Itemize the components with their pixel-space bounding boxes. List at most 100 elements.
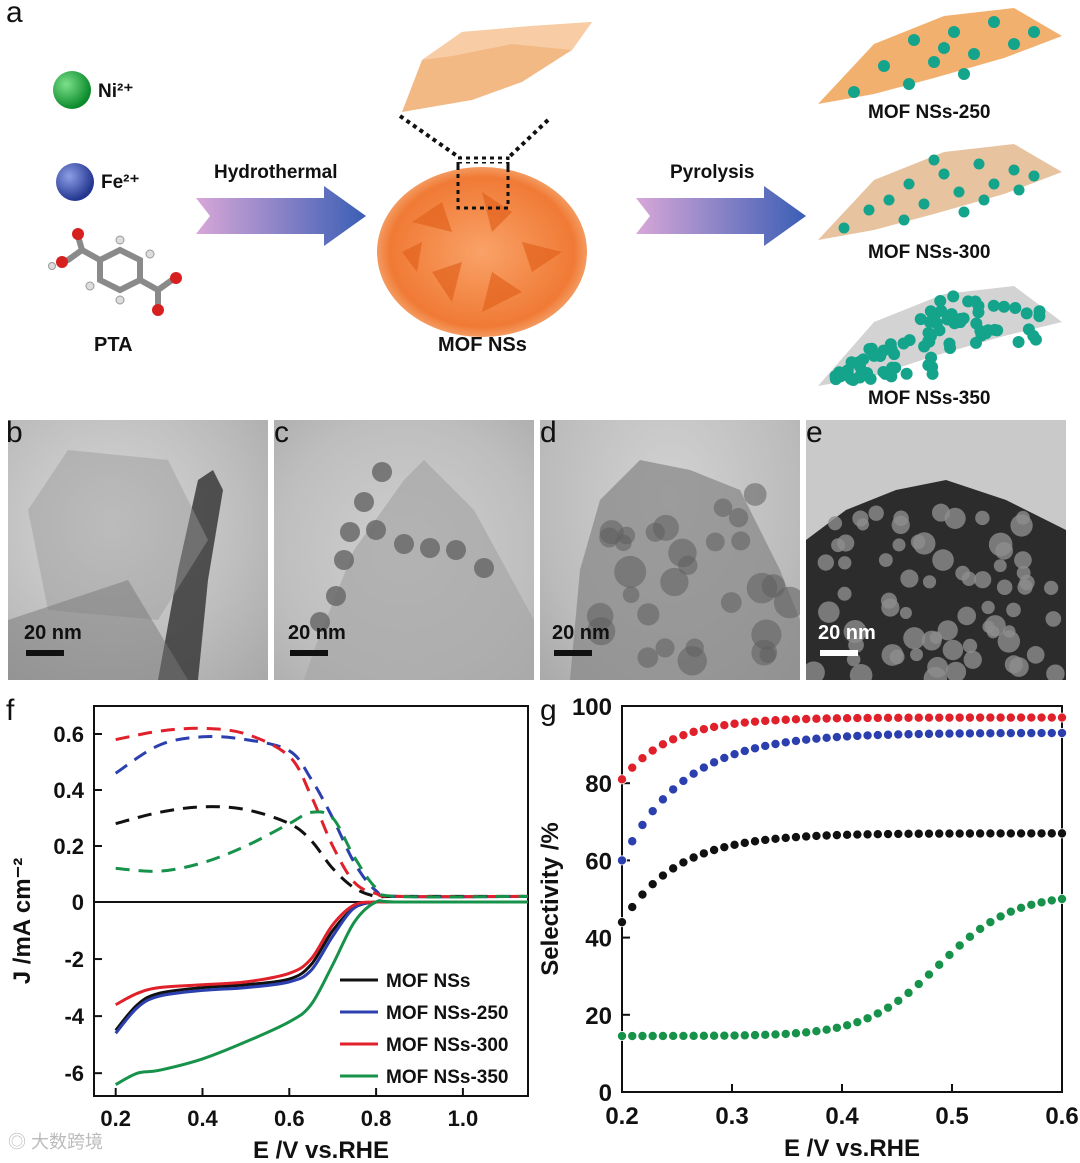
panel-a-label: a: [6, 0, 23, 29]
point-mof-nss: [790, 832, 801, 843]
point-mof-nss-250: [637, 819, 648, 830]
point-mof-nss: [852, 829, 863, 840]
point-mof-nss-250: [923, 728, 934, 739]
chart-g: 0.2 0.3 0.4 0.5 0.6 0 20 40 60 80 100 E /V vs.RHE Se…: [540, 694, 1079, 1162]
point-mof-nss-300: [668, 734, 679, 745]
point-mof-nss-300: [862, 712, 873, 723]
nanoparticle-dot: [885, 343, 898, 356]
point-mof-nss-300: [719, 720, 730, 731]
pore: [996, 579, 1013, 595]
pore: [806, 661, 825, 680]
nanoparticle-dot: [1008, 164, 1020, 176]
nanoparticle-dot: [878, 60, 890, 72]
ni-ion-sphere: [53, 71, 91, 109]
point-mof-nss-350: [995, 911, 1006, 922]
point-mof-nss-250: [770, 738, 781, 749]
nanoparticle-dot: [973, 158, 985, 170]
nanoparticle-dot: [900, 367, 913, 380]
point-mof-nss-300: [883, 712, 894, 723]
nanoparticle-dot: [1012, 336, 1025, 349]
point-mof-nss: [750, 836, 761, 847]
y-tick-label-g: 60: [585, 848, 612, 875]
nanoparticle-dot: [1020, 307, 1033, 320]
scale-text-c: 20 nm: [288, 622, 346, 644]
nanoparticle-dot: [877, 365, 890, 378]
point-mof-nss-350: [934, 959, 945, 970]
point-mof-nss-250: [617, 855, 628, 866]
pore: [843, 619, 867, 643]
point-mof-nss-250: [688, 768, 699, 779]
point-mof-nss-350: [842, 1020, 853, 1031]
point-mof-nss: [883, 829, 894, 840]
point-mof-nss-300: [780, 714, 791, 725]
point-mof-nss: [698, 848, 709, 859]
point-mof-nss-350: [975, 923, 986, 934]
point-mof-nss-350: [862, 1013, 873, 1024]
point-mof-nss: [637, 889, 648, 900]
nanoparticle-dot: [655, 638, 675, 658]
point-mof-nss-300: [934, 712, 945, 723]
point-mof-nss-350: [883, 1002, 894, 1013]
point-mof-nss-350: [923, 969, 934, 980]
nanoparticle-dot: [997, 300, 1010, 313]
point-mof-nss-350: [893, 995, 904, 1006]
pore: [910, 534, 926, 550]
mof-flower: [377, 162, 587, 337]
x-tick-label-g: 0.4: [825, 1103, 859, 1130]
point-mof-nss-250: [739, 745, 750, 756]
nanoparticle-dot: [713, 498, 733, 517]
pore: [922, 575, 937, 589]
point-mof-nss-250: [995, 728, 1006, 739]
ni-label: Ni²⁺: [98, 81, 134, 102]
nanoparticle-dot: [928, 154, 940, 166]
point-mof-nss-300: [995, 712, 1006, 723]
point-mof-nss-350: [913, 979, 924, 990]
pore: [831, 538, 846, 553]
nanoparticle-dot: [614, 555, 647, 588]
nanoparticle-dot: [637, 647, 659, 668]
point-mof-nss-350: [790, 1028, 801, 1039]
point-mof-nss-250: [862, 730, 873, 741]
point-mof-nss-300: [750, 716, 761, 727]
nanoparticle-dot: [728, 508, 749, 528]
nanoparticle-dot: [668, 538, 697, 568]
point-mof-nss-250: [719, 752, 730, 763]
nanoparticle-dot: [962, 295, 975, 308]
nanoparticle-dot: [938, 168, 950, 180]
point-mof-nss: [872, 829, 883, 840]
point-mof-nss-250: [1036, 728, 1047, 739]
point-mof-nss-350: [903, 987, 914, 998]
nanoparticle-dot: [394, 534, 414, 554]
point-mof-nss-350: [872, 1008, 883, 1019]
nanoparticle-dot: [944, 342, 957, 355]
hydrothermal-arrow: [196, 186, 366, 246]
point-mof-nss-300: [975, 712, 986, 723]
point-mof-nss-300: [872, 712, 883, 723]
product-sheet-250: [818, 8, 1062, 104]
panel-e-label: e: [806, 416, 823, 449]
nanoparticle-dot: [617, 526, 636, 545]
watermark: ◎ 大数跨境: [8, 1128, 103, 1154]
point-mof-nss: [760, 834, 771, 845]
point-mof-nss-300: [657, 739, 668, 750]
watermark-text: 大数跨境: [31, 1132, 104, 1152]
point-mof-nss: [1026, 828, 1037, 839]
nanoparticle-dot: [645, 522, 665, 542]
nanoparticle-dot: [914, 313, 927, 326]
pta-label: PTA: [94, 334, 133, 356]
pore: [818, 601, 840, 623]
nanoparticle-dot: [366, 520, 386, 540]
nanoparticle-dot: [863, 204, 875, 216]
nanoparticle-dot: [903, 178, 915, 190]
point-mof-nss: [821, 830, 832, 841]
pore: [963, 650, 982, 669]
nanoparticle-dot: [705, 532, 725, 552]
legend-label-f: MOF NSs: [386, 971, 470, 992]
point-mof-nss: [811, 830, 822, 841]
y-tick-label-g: 20: [585, 1003, 612, 1030]
point-mof-nss: [668, 863, 679, 874]
point-mof-nss-300: [1046, 712, 1057, 723]
pore: [993, 559, 1007, 573]
x-tick-label-f: 1.0: [448, 1106, 479, 1131]
y-axis-label-f: J /mA cm⁻²: [9, 858, 36, 984]
